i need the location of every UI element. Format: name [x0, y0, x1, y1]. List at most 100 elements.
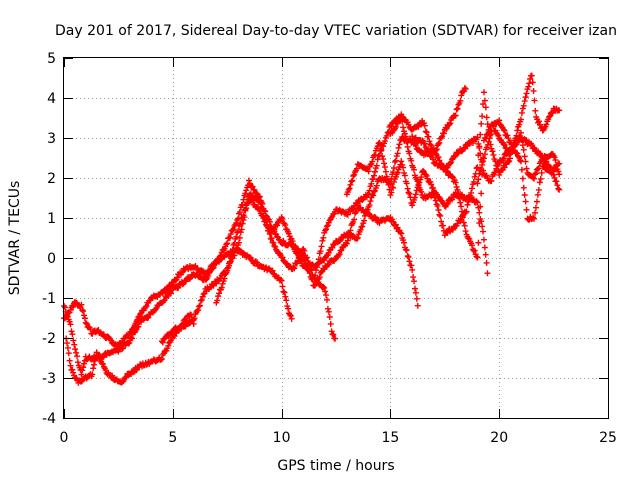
data-point — [448, 159, 455, 166]
data-point — [351, 171, 358, 178]
data-point — [470, 178, 477, 185]
data-point — [324, 305, 331, 312]
data-point — [519, 175, 526, 182]
data-point — [70, 337, 77, 344]
data-point — [370, 175, 377, 182]
data-point — [236, 221, 243, 228]
data-point — [306, 270, 313, 277]
data-point — [543, 121, 550, 128]
data-point — [438, 218, 445, 225]
data-point — [61, 304, 68, 311]
data-point — [229, 246, 236, 253]
data-point — [371, 152, 378, 159]
data-point — [332, 335, 339, 342]
data-point — [477, 131, 484, 138]
series-trace-3 — [63, 311, 197, 386]
data-point — [531, 97, 538, 104]
data-point — [482, 104, 489, 111]
data-point — [282, 293, 289, 300]
data-point — [274, 233, 281, 240]
data-point — [465, 198, 472, 205]
data-point — [432, 197, 439, 204]
data-point — [320, 283, 327, 290]
data-point — [80, 364, 87, 371]
data-point — [514, 127, 521, 134]
data-point — [381, 164, 388, 171]
y-tick-label: -3 — [42, 371, 56, 387]
data-point — [453, 106, 460, 113]
data-point — [245, 177, 252, 184]
data-point — [328, 328, 335, 335]
data-point — [535, 118, 542, 125]
data-point — [119, 378, 126, 385]
data-point — [297, 249, 304, 256]
data-point — [555, 168, 562, 175]
data-point — [233, 219, 240, 226]
data-point — [371, 188, 378, 195]
data-point — [336, 251, 343, 258]
data-point — [530, 174, 537, 181]
data-point — [530, 87, 537, 94]
data-point — [481, 97, 488, 104]
data-point — [501, 127, 508, 134]
data-point — [446, 121, 453, 128]
data-point — [489, 148, 496, 155]
data-point — [400, 164, 407, 171]
data-point — [449, 156, 456, 163]
data-point — [318, 243, 325, 250]
data-point — [323, 292, 330, 299]
series-trace-5 — [213, 196, 421, 309]
data-point — [433, 146, 440, 153]
data-point — [426, 138, 433, 145]
data-point — [344, 237, 351, 244]
data-point — [228, 251, 235, 258]
data-point — [513, 149, 520, 156]
y-tick-label: 0 — [47, 251, 56, 267]
data-point — [509, 147, 516, 154]
data-point — [69, 366, 76, 373]
data-point — [349, 177, 356, 184]
data-point — [319, 237, 326, 244]
data-point — [230, 226, 237, 233]
data-point — [325, 308, 332, 315]
data-point — [471, 247, 478, 254]
data-point — [444, 168, 451, 175]
data-point — [461, 222, 468, 229]
data-point — [496, 171, 503, 178]
data-point — [254, 259, 261, 266]
data-point — [430, 184, 437, 191]
data-point — [79, 307, 86, 314]
data-point — [279, 283, 286, 290]
data-point — [474, 199, 481, 206]
data-point — [475, 176, 482, 183]
data-point — [225, 264, 232, 271]
data-point — [158, 356, 165, 363]
data-point — [501, 164, 508, 171]
data-point — [312, 272, 319, 279]
data-point — [526, 80, 533, 87]
data-point — [412, 191, 419, 198]
data-point — [518, 166, 525, 173]
data-point — [385, 181, 392, 188]
data-point — [404, 143, 411, 150]
series-trace-2 — [61, 246, 295, 349]
data-point — [478, 120, 485, 127]
data-point — [532, 170, 539, 177]
data-point — [371, 187, 378, 194]
series-trace-7 — [343, 139, 491, 277]
data-point — [518, 109, 525, 116]
data-point — [411, 194, 418, 201]
data-point — [383, 173, 390, 180]
data-point — [227, 231, 234, 238]
data-point — [537, 175, 544, 182]
data-point — [531, 209, 538, 216]
data-point — [240, 196, 247, 203]
data-point — [83, 320, 90, 327]
data-point — [285, 305, 292, 312]
data-point — [93, 349, 100, 356]
data-point — [553, 178, 560, 185]
data-point — [302, 260, 309, 267]
y-tick-label: -4 — [42, 411, 56, 427]
data-point — [522, 198, 529, 205]
